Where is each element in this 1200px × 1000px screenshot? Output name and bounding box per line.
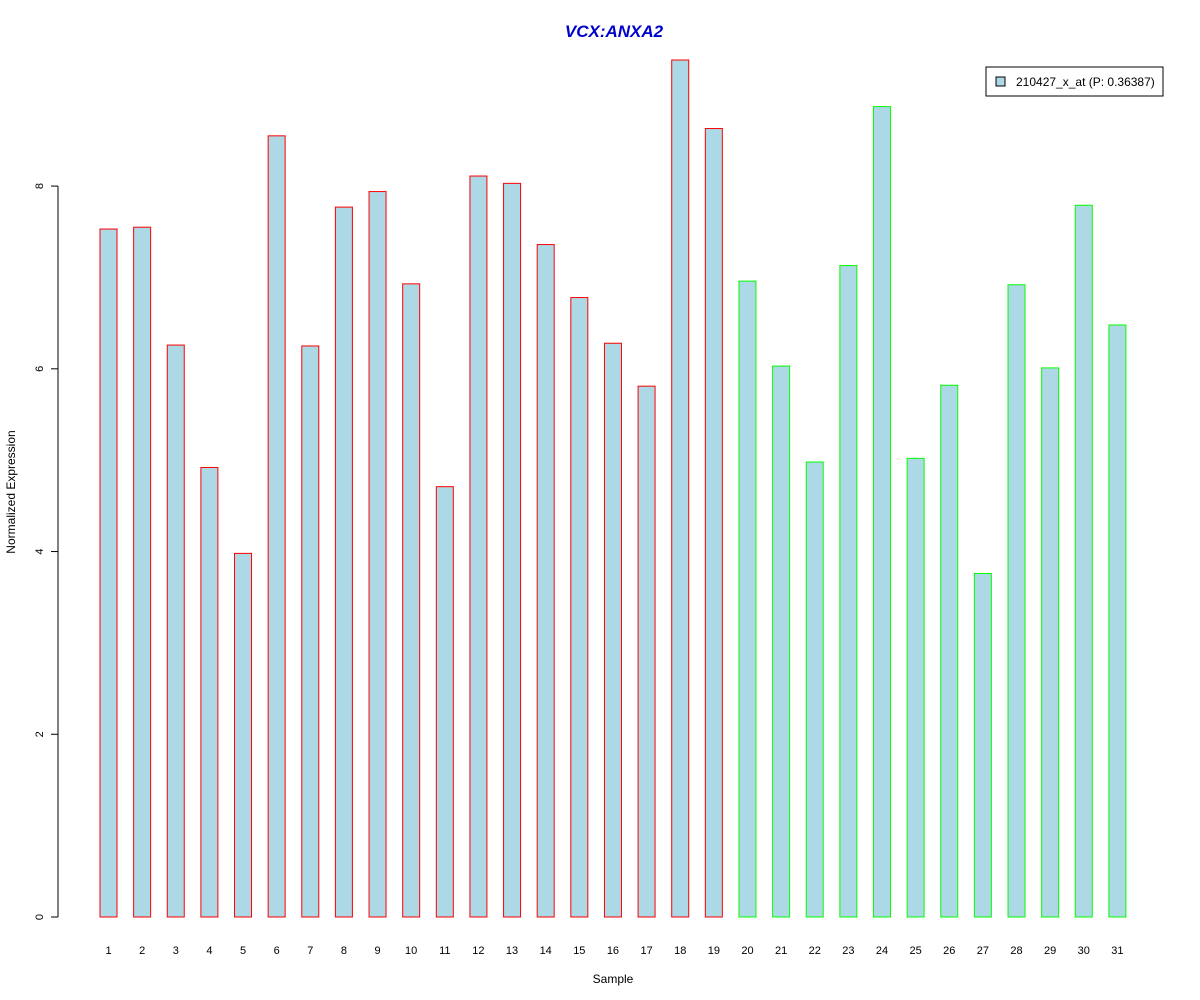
bar-sample-15 <box>570 297 589 918</box>
bar-sample-12 <box>469 175 488 918</box>
x-tick-label: 24 <box>876 945 888 957</box>
bar-sample-30 <box>1074 204 1093 918</box>
legend-entry-label: 210427_x_at (P: 0.36387) <box>1016 75 1155 89</box>
x-tick-label: 18 <box>674 945 686 957</box>
bar-sample-6 <box>267 135 286 918</box>
x-tick-label: 16 <box>607 945 619 957</box>
x-tick-label: 3 <box>173 945 179 957</box>
x-tick-label: 28 <box>1010 945 1022 957</box>
x-tick-label: 1 <box>105 945 111 957</box>
x-tick-label: 14 <box>540 945 552 957</box>
y-axis-label: Normalized Expression <box>4 430 18 553</box>
bar-sample-19 <box>704 128 723 918</box>
x-tick-label: 4 <box>206 945 212 957</box>
bar-sample-13 <box>503 182 522 918</box>
bar-sample-14 <box>536 244 555 918</box>
x-tick-label: 19 <box>708 945 720 957</box>
x-tick-label: 6 <box>274 945 280 957</box>
bar-sample-18 <box>671 59 690 918</box>
y-axis: 0 2 4 6 8 <box>34 183 59 920</box>
x-tick-label: 11 <box>439 945 450 957</box>
x-tick-label: 10 <box>405 945 417 957</box>
bar-sample-27 <box>973 572 992 918</box>
x-tick-label: 9 <box>374 945 380 957</box>
x-tick-labels: 1 2 3 4 5 6 7 8 9 10 11 12 13 14 15 16 17 18 19 20 21 22 23 24 2… <box>105 945 1123 957</box>
x-tick-label: 2 <box>139 945 145 957</box>
bar-sample-10 <box>402 283 421 918</box>
bar-sample-29 <box>1041 367 1060 918</box>
bar-sample-26 <box>940 384 959 918</box>
y-tick-label: 0 <box>34 914 46 920</box>
bar-sample-24 <box>872 106 891 918</box>
chart-title: VCX:ANXA2 <box>565 22 664 41</box>
x-tick-label: 26 <box>943 945 955 957</box>
bar-sample-23 <box>839 265 858 918</box>
bar-sample-28 <box>1007 284 1026 918</box>
x-tick-label: 17 <box>640 945 652 957</box>
bar-sample-1 <box>99 228 118 918</box>
bars <box>99 59 1127 918</box>
bar-sample-31 <box>1108 324 1127 918</box>
legend: 210427_x_at (P: 0.36387) <box>985 66 1164 97</box>
x-tick-label: 15 <box>573 945 585 957</box>
bar-sample-22 <box>805 461 824 918</box>
x-tick-label: 27 <box>977 945 989 957</box>
x-tick-label: 31 <box>1111 945 1123 957</box>
x-tick-label: 22 <box>809 945 821 957</box>
bar-sample-11 <box>435 486 454 918</box>
bar-sample-17 <box>637 385 656 918</box>
bar-sample-25 <box>906 457 925 918</box>
bar-sample-21 <box>772 365 791 918</box>
y-tick-label: 4 <box>34 548 46 554</box>
bar-sample-7 <box>301 345 320 918</box>
x-tick-label: 12 <box>472 945 484 957</box>
bar-sample-5 <box>234 552 253 918</box>
x-tick-label: 20 <box>741 945 753 957</box>
y-tick-label: 6 <box>34 366 46 372</box>
bar-sample-2 <box>133 226 152 918</box>
bar-sample-16 <box>603 342 622 918</box>
y-tick-label: 2 <box>34 731 46 737</box>
bar-sample-9 <box>368 191 387 918</box>
bar-sample-20 <box>738 280 757 918</box>
x-tick-label: 21 <box>775 945 787 957</box>
legend-box <box>985 66 1164 97</box>
y-tick-label: 8 <box>34 183 46 189</box>
x-tick-label: 7 <box>307 945 313 957</box>
x-tick-label: 5 <box>240 945 246 957</box>
bar-sample-3 <box>166 344 185 918</box>
x-tick-label: 8 <box>341 945 347 957</box>
x-tick-label: 29 <box>1044 945 1056 957</box>
x-axis-label: Sample <box>593 972 634 986</box>
legend-swatch <box>995 76 1006 87</box>
bar-sample-8 <box>334 206 353 918</box>
x-tick-label: 30 <box>1078 945 1090 957</box>
x-tick-label: 13 <box>506 945 518 957</box>
bar-sample-4 <box>200 466 219 918</box>
x-tick-label: 25 <box>909 945 921 957</box>
x-tick-label: 23 <box>842 945 854 957</box>
